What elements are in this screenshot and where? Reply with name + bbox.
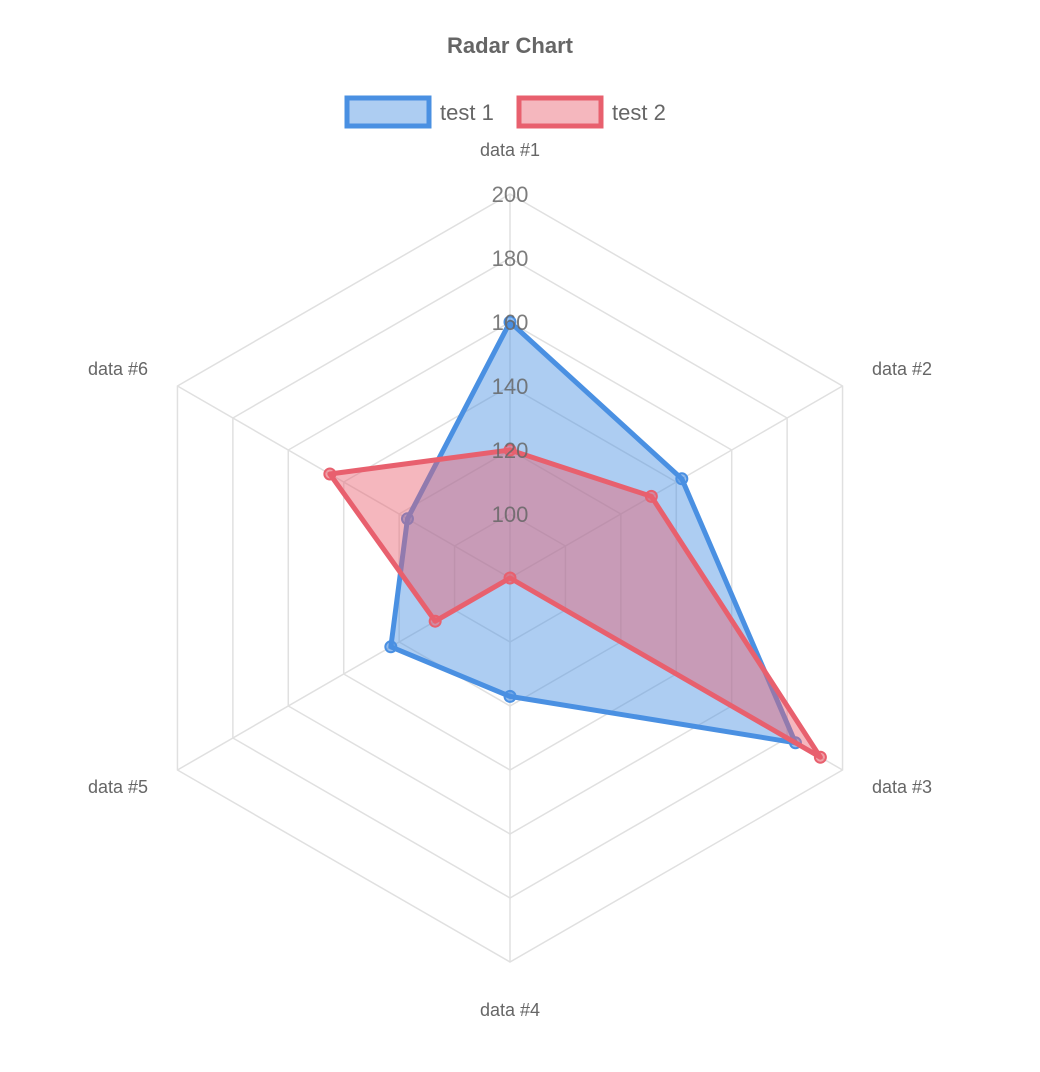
point-labels: data #1 data #2 data #3 data #4 data #5 data … xyxy=(88,140,932,1020)
data-point-test-2-3[interactable] xyxy=(813,750,827,764)
radial-tick-label: 180 xyxy=(492,246,529,271)
legend-label-test-1: test 1 xyxy=(440,100,494,125)
radial-tick-labels: 200 180 160 140 120 100 xyxy=(492,182,529,527)
radial-tick-label: 160 xyxy=(492,310,529,335)
radial-tick-label: 200 xyxy=(492,182,529,207)
legend-swatch-test-2 xyxy=(516,95,604,129)
point-label-data-2: data #2 xyxy=(872,359,932,379)
point-label-data-3: data #3 xyxy=(872,777,932,797)
data-point-test-2-2[interactable] xyxy=(644,489,658,503)
radial-tick-label: 140 xyxy=(492,374,529,399)
data-point-test-1-2[interactable] xyxy=(675,472,689,486)
radar-series xyxy=(323,315,827,764)
data-point-test-2-5[interactable] xyxy=(428,614,442,628)
data-point-test-1-6[interactable] xyxy=(400,512,414,526)
data-point-test-1-1[interactable] xyxy=(503,315,517,329)
point-label-data-6: data #6 xyxy=(88,359,148,379)
point-label-data-4: data #4 xyxy=(480,1000,540,1020)
point-label-data-1: data #1 xyxy=(480,140,540,160)
chart-title: Radar Chart xyxy=(447,33,574,58)
grid-spoke xyxy=(177,385,511,579)
data-point-test-1-4[interactable] xyxy=(503,689,517,703)
radial-tick-label: 100 xyxy=(492,502,529,527)
data-point-test-1-5[interactable] xyxy=(384,640,398,654)
legend: test 1 test 2 xyxy=(344,95,666,129)
legend-item-test-2[interactable]: test 2 xyxy=(516,95,666,129)
point-label-data-5: data #5 xyxy=(88,777,148,797)
legend-swatch-test-1 xyxy=(344,95,432,129)
legend-label-test-2: test 2 xyxy=(612,100,666,125)
data-point-test-2-1[interactable] xyxy=(503,443,517,457)
data-point-test-2-6[interactable] xyxy=(323,467,337,481)
radial-tick-label: 120 xyxy=(492,438,529,463)
legend-item-test-1[interactable]: test 1 xyxy=(344,95,494,129)
data-point-test-2-4[interactable] xyxy=(503,571,517,585)
